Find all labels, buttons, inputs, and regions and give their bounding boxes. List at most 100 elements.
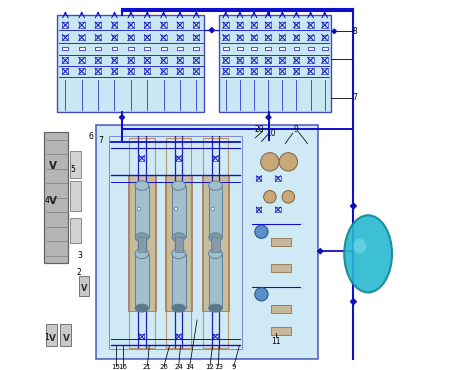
FancyBboxPatch shape — [251, 47, 257, 50]
Ellipse shape — [172, 304, 186, 312]
Text: 26: 26 — [159, 364, 169, 370]
Polygon shape — [332, 29, 337, 34]
Text: 9: 9 — [231, 364, 236, 370]
FancyBboxPatch shape — [270, 305, 291, 313]
Circle shape — [255, 287, 268, 301]
FancyBboxPatch shape — [70, 151, 81, 178]
Circle shape — [279, 153, 298, 171]
Text: 20: 20 — [255, 125, 265, 134]
FancyBboxPatch shape — [57, 15, 204, 112]
Ellipse shape — [208, 304, 222, 312]
Text: 7: 7 — [352, 93, 357, 102]
FancyBboxPatch shape — [294, 47, 299, 50]
FancyBboxPatch shape — [95, 47, 101, 50]
Ellipse shape — [208, 249, 222, 259]
Polygon shape — [351, 299, 357, 305]
Circle shape — [261, 153, 279, 171]
FancyBboxPatch shape — [79, 276, 89, 296]
FancyBboxPatch shape — [270, 327, 291, 335]
Text: 3: 3 — [77, 251, 82, 260]
FancyBboxPatch shape — [212, 237, 220, 252]
FancyBboxPatch shape — [219, 15, 331, 112]
FancyBboxPatch shape — [128, 175, 156, 311]
FancyBboxPatch shape — [322, 47, 328, 50]
FancyBboxPatch shape — [270, 264, 291, 272]
Polygon shape — [318, 249, 323, 254]
Ellipse shape — [208, 181, 222, 190]
Text: 2: 2 — [77, 269, 82, 278]
Polygon shape — [351, 203, 357, 209]
Ellipse shape — [135, 304, 149, 312]
Circle shape — [211, 207, 214, 211]
Text: V: V — [49, 334, 56, 343]
FancyBboxPatch shape — [265, 47, 271, 50]
FancyBboxPatch shape — [70, 218, 81, 243]
FancyBboxPatch shape — [128, 47, 134, 50]
Polygon shape — [266, 115, 271, 120]
Circle shape — [137, 207, 141, 211]
Text: 7: 7 — [98, 136, 103, 145]
Ellipse shape — [172, 181, 186, 190]
Polygon shape — [209, 28, 214, 33]
FancyBboxPatch shape — [308, 47, 313, 50]
Text: 15: 15 — [112, 364, 120, 370]
FancyBboxPatch shape — [135, 186, 149, 237]
Circle shape — [255, 225, 268, 238]
Text: 5: 5 — [70, 165, 75, 174]
FancyBboxPatch shape — [223, 47, 229, 50]
FancyBboxPatch shape — [70, 181, 81, 211]
Circle shape — [264, 191, 276, 203]
FancyBboxPatch shape — [177, 47, 183, 50]
Text: V: V — [63, 334, 70, 343]
Text: 9: 9 — [294, 125, 299, 134]
FancyBboxPatch shape — [237, 47, 243, 50]
FancyBboxPatch shape — [145, 47, 150, 50]
Text: 8: 8 — [352, 27, 357, 36]
Ellipse shape — [135, 249, 149, 259]
Ellipse shape — [172, 249, 186, 259]
Text: 13: 13 — [214, 364, 223, 370]
Ellipse shape — [353, 239, 366, 253]
FancyBboxPatch shape — [96, 125, 318, 359]
FancyBboxPatch shape — [172, 254, 186, 308]
Circle shape — [174, 207, 178, 211]
Text: 16: 16 — [118, 364, 127, 370]
Text: 1: 1 — [44, 333, 48, 342]
Text: 11: 11 — [271, 337, 281, 346]
FancyBboxPatch shape — [135, 254, 149, 308]
FancyBboxPatch shape — [46, 324, 57, 346]
Ellipse shape — [208, 233, 222, 242]
FancyBboxPatch shape — [193, 47, 199, 50]
FancyBboxPatch shape — [60, 324, 71, 346]
FancyBboxPatch shape — [111, 47, 117, 50]
Ellipse shape — [135, 233, 149, 242]
FancyBboxPatch shape — [280, 47, 285, 50]
FancyBboxPatch shape — [63, 47, 68, 50]
FancyBboxPatch shape — [165, 175, 193, 311]
FancyBboxPatch shape — [208, 254, 222, 308]
FancyBboxPatch shape — [174, 237, 183, 252]
FancyBboxPatch shape — [172, 186, 186, 237]
FancyBboxPatch shape — [138, 237, 146, 252]
FancyBboxPatch shape — [161, 47, 167, 50]
Ellipse shape — [344, 215, 392, 292]
Text: 14: 14 — [185, 364, 194, 370]
Text: 4: 4 — [44, 196, 49, 205]
Ellipse shape — [172, 233, 186, 242]
Text: V: V — [81, 284, 87, 293]
FancyBboxPatch shape — [79, 47, 85, 50]
Text: 12: 12 — [206, 364, 214, 370]
Text: 6: 6 — [88, 132, 93, 141]
FancyBboxPatch shape — [44, 132, 68, 263]
Polygon shape — [120, 115, 125, 120]
FancyBboxPatch shape — [202, 175, 229, 311]
FancyBboxPatch shape — [208, 186, 222, 237]
Text: 21: 21 — [143, 364, 152, 370]
FancyBboxPatch shape — [270, 238, 291, 246]
Text: V: V — [49, 161, 57, 171]
Ellipse shape — [135, 181, 149, 190]
Text: 24: 24 — [174, 364, 183, 370]
Text: 10: 10 — [266, 129, 275, 138]
Text: V: V — [49, 196, 57, 206]
Circle shape — [282, 191, 294, 203]
